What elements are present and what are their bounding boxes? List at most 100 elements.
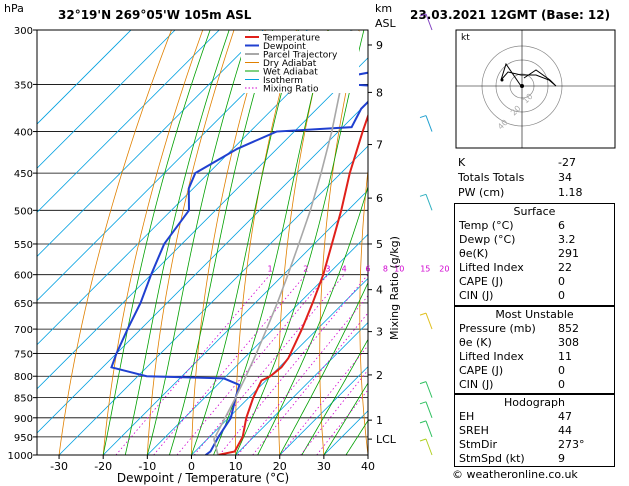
pressure-tick-label: 850: [14, 394, 33, 405]
isotherm-line: [37, 30, 264, 257]
dry-adiabat-line: [191, 30, 266, 455]
isotherm-line: [235, 322, 368, 455]
index-label: Totals Totals: [458, 171, 525, 184]
pressure-tick-label: 700: [14, 325, 33, 336]
index-value: 1.18: [558, 186, 583, 199]
surface-row: Lifted Index 22: [459, 261, 572, 274]
x-tick-label: -10: [138, 460, 156, 473]
isotherm-line: [37, 57, 368, 390]
hodograph-stats-title: Hodograph: [504, 396, 565, 409]
km-tick-label: 7: [376, 139, 383, 152]
mixing-ratio-label: 4: [342, 265, 347, 274]
legend-background: [241, 31, 359, 93]
legend-label: Isotherm: [263, 76, 303, 86]
index-row-k: K -27: [454, 155, 615, 170]
hodograph-center: [520, 84, 524, 88]
isotherm-line: [147, 233, 368, 455]
pressure-tick-label: 550: [14, 240, 33, 251]
mixing-ratio-line: [252, 312, 368, 455]
pressure-tick-label: 950: [14, 433, 33, 444]
unstable-title: Most Unstable: [495, 308, 574, 321]
mixing-ratio-label: 2: [303, 265, 308, 274]
mixing-ratio-label: 10: [394, 265, 404, 274]
mixing-ratio-line: [176, 274, 329, 455]
km-tick-label: 9: [376, 39, 383, 52]
index-label: K: [458, 156, 466, 169]
pressure-tick-label: 600: [14, 271, 33, 282]
isotherm-line: [191, 277, 368, 455]
hodograph-frame: [455, 29, 616, 149]
index-label: PW (cm): [458, 186, 505, 199]
km-tick-label: 1: [376, 414, 383, 427]
pressure-tick-label: 350: [14, 80, 33, 91]
wind-barb-flag: [419, 193, 427, 197]
wind-barb-flag: [419, 381, 427, 385]
series-temperature: [217, 112, 368, 455]
surface-row: CAPE (J) 0: [459, 275, 565, 288]
hodograph: kt 40 20 10: [455, 29, 616, 149]
wet-adiabat-line: [279, 281, 368, 455]
footer-credit: © weatheronline.co.uk: [452, 468, 578, 481]
dry-adiabat-line: [319, 30, 360, 455]
wind-barb-flag: [419, 115, 427, 119]
mixing-ratio-axis-label: Mixing Ratio (g/kg): [388, 236, 401, 340]
wet-adiabat-line: [124, 30, 230, 455]
wet-adiabat-line: [323, 382, 368, 455]
x-tick-label: 30: [317, 460, 331, 473]
index-row-tt: Totals Totals 34: [454, 170, 615, 185]
dry-adiabat-line: [359, 166, 368, 455]
km-tick-label: 2: [376, 369, 383, 382]
dry-adiabat-line: [235, 30, 297, 455]
pressure-tick-label: 800: [14, 372, 33, 383]
wind-barb: [425, 194, 433, 211]
x-tick-label: 10: [229, 460, 243, 473]
x-tick-label: -30: [50, 460, 68, 473]
dry-adiabat-line: [102, 30, 204, 455]
wind-barb-flag: [419, 312, 427, 316]
date-title: 23.03.2021 12GMT (Base: 12): [410, 8, 611, 22]
mixing-ratio-line: [219, 274, 368, 455]
isotherm-line: [37, 101, 368, 434]
wet-adiabat-line: [102, 30, 211, 455]
hodograph-stats-panel: Hodograph EH 47 SREH 44 StmDir 273° StmSpd …: [454, 394, 615, 467]
asl-axis-label: ASL: [375, 17, 397, 30]
chart-grid: [37, 30, 368, 455]
profile-lines: [110, 30, 368, 455]
isotherm-line: [279, 366, 368, 455]
pressure-tick-label: 750: [14, 349, 33, 360]
x-tick-label: 20: [273, 460, 287, 473]
legend-label: Mixing Ratio: [263, 85, 319, 95]
surface-row: θe(K) 291: [459, 247, 579, 260]
wind-barb: [425, 381, 433, 398]
km-tick-label: 8: [376, 86, 383, 99]
km-axis-label: km: [375, 2, 392, 15]
isotherm-line: [37, 30, 132, 125]
pressure-tick-label: 450: [14, 169, 33, 180]
wet-adiabat-line: [169, 30, 273, 455]
dry-adiabat-line: [277, 30, 329, 455]
legend-label: Temperature: [262, 34, 320, 44]
mixing-ratio-label: 1: [267, 265, 272, 274]
wind-barb-flag: [419, 438, 427, 442]
unstable-row: Lifted Index 11: [459, 350, 572, 363]
isotherm-line: [37, 30, 308, 302]
wet-adiabat-line: [257, 185, 368, 455]
wind-barb: [425, 13, 433, 31]
surface-title: Surface: [513, 205, 556, 218]
hodograph-trace: [500, 62, 557, 87]
unstable-row: θe (K) 308: [459, 336, 579, 349]
index-row-pw: PW (cm) 1.18: [454, 185, 615, 200]
index-value: 34: [558, 171, 572, 184]
pressure-tick-label: 1000: [8, 451, 33, 462]
isotherm-line: [37, 30, 220, 213]
pressure-tick-label: 300: [14, 26, 33, 37]
mixing-ratio-line: [300, 369, 368, 455]
wind-barb: [425, 312, 433, 330]
pressure-tick-label: 400: [14, 128, 33, 139]
surface-row: CIN (J) 0: [459, 289, 565, 302]
wet-adiabat-line: [191, 30, 299, 455]
mixing-ratio-line: [279, 344, 368, 455]
hodograph-point: [500, 78, 504, 82]
unstable-row: CAPE (J) 0: [459, 364, 565, 377]
